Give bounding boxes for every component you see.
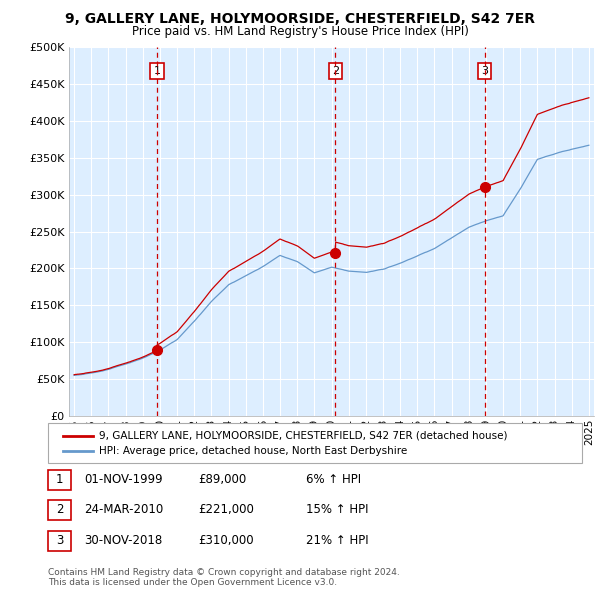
Text: 3: 3 [56,534,63,547]
Text: 2: 2 [332,66,339,76]
Text: 1: 1 [56,473,63,486]
Text: 3: 3 [481,66,488,76]
Text: 30-NOV-2018: 30-NOV-2018 [84,534,162,547]
Text: £221,000: £221,000 [198,503,254,516]
Text: 6% ↑ HPI: 6% ↑ HPI [306,473,361,486]
Text: 9, GALLERY LANE, HOLYMOORSIDE, CHESTERFIELD, S42 7ER (detached house): 9, GALLERY LANE, HOLYMOORSIDE, CHESTERFI… [99,431,508,441]
Text: 15% ↑ HPI: 15% ↑ HPI [306,503,368,516]
Text: 9, GALLERY LANE, HOLYMOORSIDE, CHESTERFIELD, S42 7ER: 9, GALLERY LANE, HOLYMOORSIDE, CHESTERFI… [65,12,535,26]
Text: 24-MAR-2010: 24-MAR-2010 [84,503,163,516]
Text: Price paid vs. HM Land Registry's House Price Index (HPI): Price paid vs. HM Land Registry's House … [131,25,469,38]
Text: 2: 2 [56,503,63,516]
Text: £310,000: £310,000 [198,534,254,547]
Text: £89,000: £89,000 [198,473,246,486]
Text: HPI: Average price, detached house, North East Derbyshire: HPI: Average price, detached house, Nort… [99,446,407,456]
Text: 01-NOV-1999: 01-NOV-1999 [84,473,163,486]
Text: 21% ↑ HPI: 21% ↑ HPI [306,534,368,547]
Text: Contains HM Land Registry data © Crown copyright and database right 2024.
This d: Contains HM Land Registry data © Crown c… [48,568,400,587]
Text: 1: 1 [154,66,161,76]
